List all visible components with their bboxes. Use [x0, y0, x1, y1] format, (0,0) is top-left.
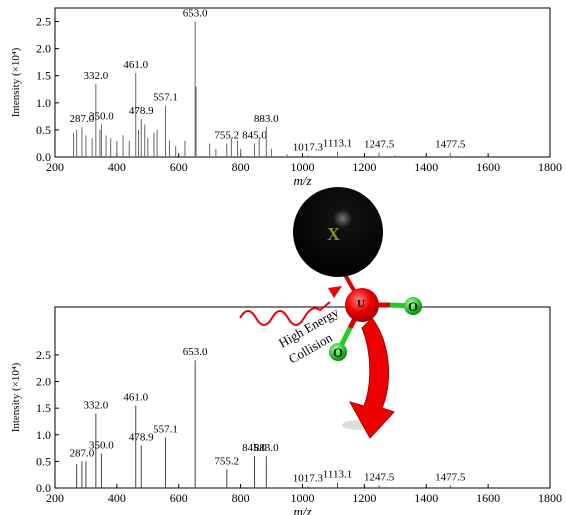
x-tick-label: 1200	[352, 491, 376, 505]
x-tick-label: 200	[46, 160, 64, 174]
peak-label: 287.0	[70, 113, 95, 125]
y-tick-label: 1.0	[36, 96, 51, 110]
peak-label: 332.0	[83, 399, 108, 411]
peak-label: 461.0	[123, 59, 148, 71]
peak-label: 1113.1	[323, 138, 352, 150]
peak-label: 883.0	[254, 113, 279, 125]
peak-label: 653.0	[183, 8, 208, 20]
peak-label: 350.0	[89, 439, 114, 451]
y-tick-label: 0.5	[36, 123, 51, 137]
peak-label: 845.0	[242, 442, 267, 454]
x-tick-label: 1400	[414, 491, 438, 505]
x-tick-label: 1400	[414, 160, 438, 174]
curved-arrow	[348, 317, 395, 439]
peak-label: 1477.5	[435, 139, 466, 151]
x-tick-label: 800	[232, 491, 250, 505]
atom-label: X	[327, 224, 340, 244]
wavy-arrow	[239, 301, 331, 326]
y-tick-label: 1.0	[36, 428, 51, 442]
y-axis-label: Intensity (×10⁴)	[10, 47, 22, 117]
peak-label: 478.9	[129, 431, 154, 443]
molecule-diagram: High Energy Collision X U O O	[239, 187, 422, 439]
y-tick-label: 2.5	[36, 15, 51, 29]
peak-label: 350.0	[89, 110, 114, 122]
peak-label: 1247.5	[364, 139, 395, 151]
atom-u	[345, 288, 379, 322]
peak-label: 332.0	[83, 70, 108, 82]
y-tick-label: 0.0	[36, 150, 51, 164]
x-tick-label: 400	[108, 491, 126, 505]
peak-label: 478.9	[129, 105, 154, 117]
atom-o	[329, 343, 347, 361]
y-tick-label: 0.0	[36, 481, 51, 495]
plot-frame	[54, 7, 551, 158]
peak-label: 1017.3	[293, 141, 324, 153]
x-axis-label: m/z	[293, 504, 311, 515]
x-tick-label: 1800	[538, 491, 562, 505]
peak-label: 1017.3	[293, 472, 324, 484]
x-tick-label: 1600	[476, 160, 500, 174]
peak-label: 1477.5	[435, 471, 466, 483]
x-tick-label: 1200	[352, 160, 376, 174]
y-axis-label: Intensity (×10⁴)	[10, 362, 22, 432]
peak-label: 1247.5	[364, 471, 395, 483]
peak-label: 653.0	[183, 346, 208, 358]
y-tick-label: 2.5	[36, 348, 51, 362]
x-tick-label: 1800	[538, 160, 562, 174]
x-tick-label: 1600	[476, 491, 500, 505]
peak-label: 883.0	[254, 442, 279, 454]
peak-label: 461.0	[123, 391, 148, 403]
atom-o	[404, 297, 422, 315]
y-tick-label: 2.0	[36, 42, 51, 56]
peak-label: 557.1	[153, 423, 178, 435]
peak-label: 755.2	[214, 129, 239, 141]
atom-x	[293, 187, 383, 277]
x-tick-label: 600	[170, 160, 188, 174]
peak-label: 1113.1	[323, 469, 352, 481]
atom-label: O	[408, 299, 418, 314]
x-tick-label: 400	[108, 160, 126, 174]
atom-label: U	[357, 298, 365, 310]
arrow-head	[328, 286, 342, 298]
y-tick-label: 0.5	[36, 454, 51, 468]
x-tick-label: 200	[46, 491, 64, 505]
x-axis-label: m/z	[293, 173, 311, 188]
peak-label: 755.2	[214, 455, 239, 467]
peak-label: 287.0	[70, 447, 95, 459]
atom-label: O	[333, 345, 343, 360]
y-tick-label: 1.5	[36, 69, 51, 83]
peak-label: 845.0	[242, 129, 267, 141]
x-tick-label: 600	[170, 491, 188, 505]
x-tick-label: 1000	[291, 491, 315, 505]
x-tick-label: 800	[232, 160, 250, 174]
x-tick-label: 1000	[291, 160, 315, 174]
charts: 0.0 0.5 1.0 1.5 2.0 2.5 200 400 600 800 1000 1200 14…	[10, 7, 562, 515]
y-tick-label: 1.5	[36, 401, 51, 415]
y-tick-label: 2.0	[36, 375, 51, 389]
peak-label: 557.1	[153, 92, 178, 104]
